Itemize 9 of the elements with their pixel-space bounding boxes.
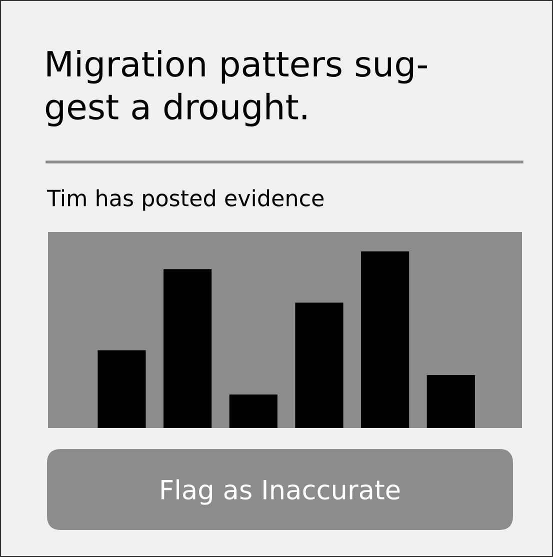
text: Flag as Inaccurate [162, 479, 400, 505]
chart-subtitle: Tim has posted evidence [46, 189, 324, 211]
bar [229, 394, 278, 428]
bar [426, 375, 475, 428]
bar [361, 251, 410, 428]
chart-title: Migration patters sug- gest a drought. [46, 50, 428, 126]
bar [164, 269, 212, 428]
bar [98, 350, 146, 428]
bar [295, 302, 344, 428]
